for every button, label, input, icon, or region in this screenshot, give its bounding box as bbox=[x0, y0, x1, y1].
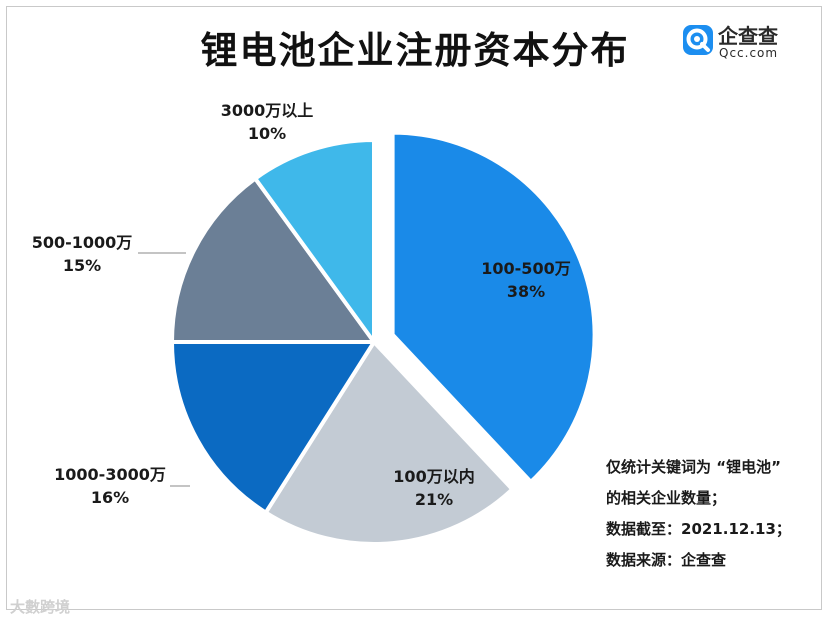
slice-name-100-500: 100-500万 bbox=[481, 259, 570, 278]
pie-slice-2 bbox=[170, 340, 376, 515]
slice-pct-100-500: 38% bbox=[507, 282, 545, 301]
slice-label-100-within: 100万以内 21% bbox=[393, 467, 474, 509]
slice-name-3000-above: 3000万以上 bbox=[221, 101, 314, 120]
pie-slices bbox=[170, 130, 597, 546]
data-note: 仅统计关键词为 “锂电池” 的相关企业数量； 数据截至：2021.12.13； … bbox=[606, 452, 816, 576]
slice-name-100-within: 100万以内 bbox=[393, 467, 474, 486]
slice-name-1000-3000: 1000-3000万 bbox=[54, 465, 166, 484]
pie-slice-4 bbox=[253, 138, 376, 344]
slice-pct-1000-3000: 16% bbox=[91, 488, 129, 507]
logo-domain: Qcc.com bbox=[719, 46, 779, 60]
watermark: 大數跨境 bbox=[10, 598, 71, 616]
note-line-2: 的相关企业数量； bbox=[606, 489, 727, 507]
slice-label-3000-above: 3000万以上 10% bbox=[221, 101, 314, 143]
chart-frame bbox=[6, 6, 822, 610]
note-line-4: 数据来源：企查查 bbox=[606, 551, 727, 569]
logo-name: 企查查 bbox=[718, 24, 778, 48]
leader-lines bbox=[138, 252, 190, 487]
qcc-logo-icon bbox=[683, 25, 713, 55]
qcc-logo: 企查查 Qcc.com bbox=[682, 20, 802, 64]
slice-label-1000-3000: 1000-3000万 16% bbox=[54, 465, 166, 507]
slice-label-500-1000: 500-1000万 15% bbox=[32, 233, 133, 275]
slice-name-500-1000: 500-1000万 bbox=[32, 233, 133, 252]
note-line-3: 数据截至：2021.12.13； bbox=[606, 520, 791, 538]
pie-slice-3 bbox=[170, 176, 376, 344]
pie-slice-1 bbox=[263, 340, 515, 546]
slice-pct-100-within: 21% bbox=[415, 490, 453, 509]
slice-pct-3000-above: 10% bbox=[248, 124, 286, 143]
slice-label-100-500: 100-500万 38% bbox=[481, 259, 570, 301]
pie-slice-0 bbox=[390, 130, 597, 484]
chart-title: 锂电池企业注册资本分布 bbox=[200, 29, 630, 72]
slice-pct-500-1000: 15% bbox=[63, 256, 101, 275]
note-line-1: 仅统计关键词为 “锂电池” bbox=[606, 458, 781, 476]
